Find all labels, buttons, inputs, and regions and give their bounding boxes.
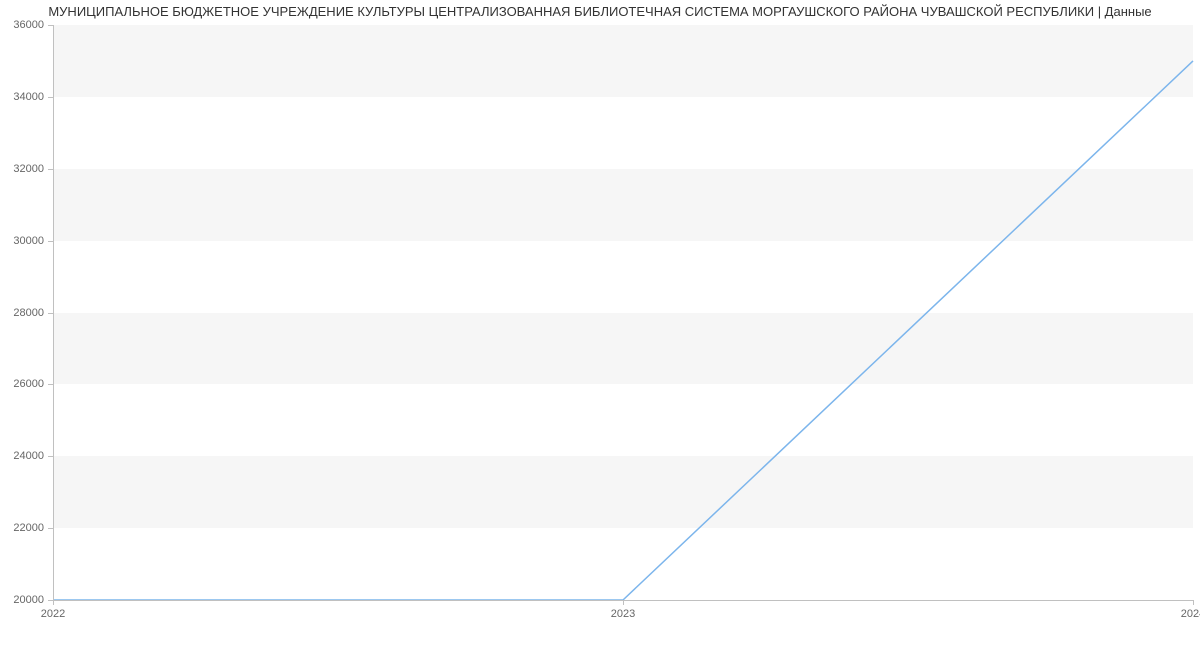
y-tick-label: 34000 — [0, 91, 44, 103]
y-tick-label: 36000 — [0, 19, 44, 31]
line-series — [0, 0, 1200, 650]
line-chart: 20000 22000 24000 26000 28000 30000 32000 34000… — [0, 0, 1200, 650]
y-tick-label: 20000 — [0, 594, 44, 606]
y-tick-label: 30000 — [0, 235, 44, 247]
x-tick — [53, 600, 54, 605]
x-tick-label: 2022 — [41, 608, 65, 620]
y-tick — [48, 384, 53, 385]
y-tick-label: 28000 — [0, 307, 44, 319]
y-tick — [48, 25, 53, 26]
y-tick-label: 32000 — [0, 163, 44, 175]
y-axis-line — [53, 25, 54, 600]
y-tick — [48, 97, 53, 98]
y-tick-label: 24000 — [0, 450, 44, 462]
y-tick — [48, 456, 53, 457]
x-tick-label: 2023 — [611, 608, 635, 620]
y-tick-label: 22000 — [0, 522, 44, 534]
y-tick — [48, 528, 53, 529]
y-tick — [48, 241, 53, 242]
series-line — [53, 61, 1193, 600]
x-tick-label: 2024 — [1181, 608, 1200, 620]
y-tick-label: 26000 — [0, 378, 44, 390]
y-tick — [48, 169, 53, 170]
y-tick — [48, 313, 53, 314]
x-tick — [1193, 600, 1194, 605]
x-tick — [623, 600, 624, 605]
